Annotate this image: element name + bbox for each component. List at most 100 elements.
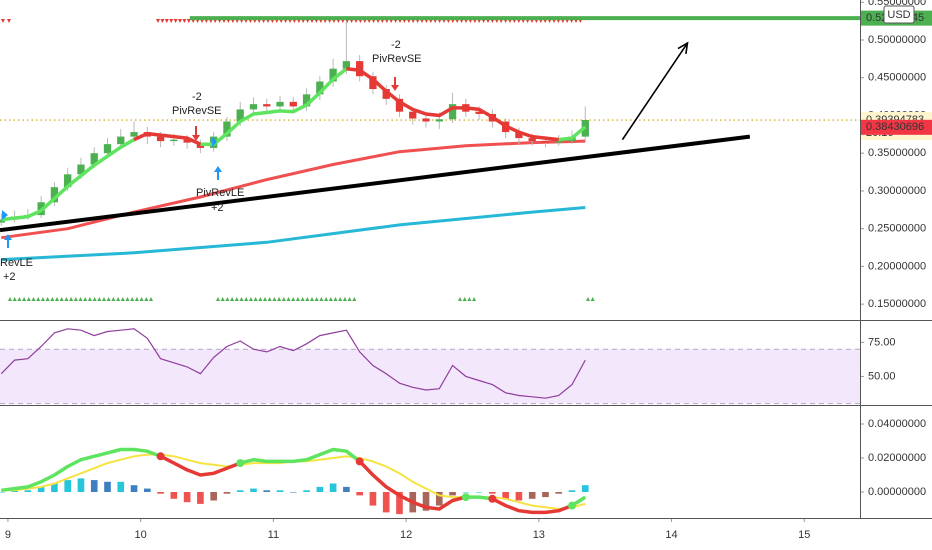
y-tick-label: 0.20000000 xyxy=(868,260,926,272)
signal-triangle xyxy=(244,297,249,301)
candle-body xyxy=(50,187,59,203)
annotation: +2 xyxy=(3,271,16,283)
signal-triangle xyxy=(182,19,187,23)
histogram-bar xyxy=(528,491,536,499)
signal-triangle xyxy=(267,297,272,301)
signal-triangle xyxy=(102,297,106,301)
signal-arrow xyxy=(4,234,12,248)
histogram-bar xyxy=(515,491,523,501)
macd-line xyxy=(465,495,493,501)
signal-triangle xyxy=(216,297,220,301)
signal-triangle xyxy=(156,19,160,23)
indicator-line xyxy=(200,67,348,146)
histogram-bar xyxy=(422,491,430,511)
signal-arrow xyxy=(214,166,222,180)
signal-triangle xyxy=(173,19,178,23)
currency-box xyxy=(883,5,915,24)
annotations: RevLE +2 PivRevLE +2 -2 PivRevSE -2 PivR… xyxy=(0,39,422,283)
annotation: +2 xyxy=(211,202,224,214)
signal-triangle xyxy=(144,297,149,301)
signal-triangle xyxy=(281,297,286,301)
candle-body xyxy=(316,81,324,95)
price-label: 0.38430696 xyxy=(866,121,924,133)
signal-triangle xyxy=(347,297,352,301)
signal-triangle xyxy=(50,297,55,301)
signal-triangle xyxy=(8,297,12,301)
candle-body xyxy=(435,119,443,122)
histogram-bar xyxy=(449,491,456,496)
candle-body xyxy=(475,111,483,114)
histogram-bar xyxy=(435,491,443,506)
histogram-bar xyxy=(51,483,58,492)
signal-triangle xyxy=(272,297,277,301)
histogram-bar xyxy=(329,483,337,492)
candle-body xyxy=(170,139,178,142)
indicator-line xyxy=(1,206,586,262)
signal-triangle xyxy=(149,297,153,301)
x-tick-label: 14 xyxy=(665,529,677,541)
candle-body xyxy=(515,132,523,139)
candle-body xyxy=(541,141,550,143)
histogram-bar xyxy=(382,491,390,513)
indicator-line xyxy=(346,66,559,142)
signal-triangle xyxy=(64,297,69,301)
histogram-bar xyxy=(263,490,271,492)
signal-triangle xyxy=(178,19,182,23)
signal-triangle xyxy=(467,297,472,301)
signal-triangle xyxy=(225,297,230,301)
signal-triangle xyxy=(160,19,165,23)
signal-triangle xyxy=(324,297,329,301)
x-tick-label: 15 xyxy=(798,529,810,541)
y-tick-label: 0.15000000 xyxy=(868,298,926,310)
signal-triangle xyxy=(12,297,17,301)
candle-body xyxy=(369,76,377,90)
y-tick-label: 0.00000000 xyxy=(868,486,926,498)
candle-body xyxy=(555,141,563,143)
candle-body xyxy=(395,98,404,112)
y-tick-label: 75.00 xyxy=(868,336,896,348)
signal-triangle xyxy=(333,297,338,301)
histogram-bar xyxy=(303,490,310,492)
candle-body xyxy=(382,89,390,99)
y-tick-label: 0.25000000 xyxy=(868,223,926,235)
signal-triangle xyxy=(87,297,92,301)
candle-body xyxy=(448,104,457,120)
signal-triangle xyxy=(286,297,291,301)
candle-body xyxy=(289,101,297,107)
signal-triangle xyxy=(92,297,97,301)
currency: USD xyxy=(887,9,910,21)
annotation: -2 xyxy=(192,91,202,103)
y-tick-label: 0.30000000 xyxy=(868,185,926,197)
histogram-bar xyxy=(356,491,363,496)
y-tick-label: 0.02000000 xyxy=(868,452,926,464)
histogram-bar xyxy=(250,488,257,492)
candle-body xyxy=(249,104,258,110)
histogram-bar xyxy=(502,491,509,499)
signal-triangle xyxy=(45,297,50,301)
y-tick-label: 0.04000000 xyxy=(868,418,926,430)
signal-triangle xyxy=(352,297,357,301)
histogram-bar xyxy=(24,490,32,492)
signal-triangle xyxy=(291,297,296,301)
histogram-bar xyxy=(64,480,72,492)
indicator-line xyxy=(1,139,586,240)
histogram-bar xyxy=(542,491,549,498)
signal-triangle xyxy=(125,297,130,301)
signal-triangle xyxy=(314,297,319,301)
signal-triangle xyxy=(253,297,258,301)
signal-triangle xyxy=(277,297,282,301)
candle-body xyxy=(103,144,112,154)
signal-triangle xyxy=(17,297,22,301)
candle-body xyxy=(302,94,311,107)
histogram-bar xyxy=(90,480,98,492)
signal-triangle xyxy=(7,19,11,23)
macd-line xyxy=(239,447,361,465)
signal-triangle xyxy=(120,297,125,301)
rsi-line xyxy=(0,328,586,399)
macd-line xyxy=(159,454,241,477)
indicator-line xyxy=(133,131,202,146)
y-tick-label: 0.55000000 xyxy=(868,0,926,8)
annotation: PivRevSE xyxy=(372,53,422,65)
